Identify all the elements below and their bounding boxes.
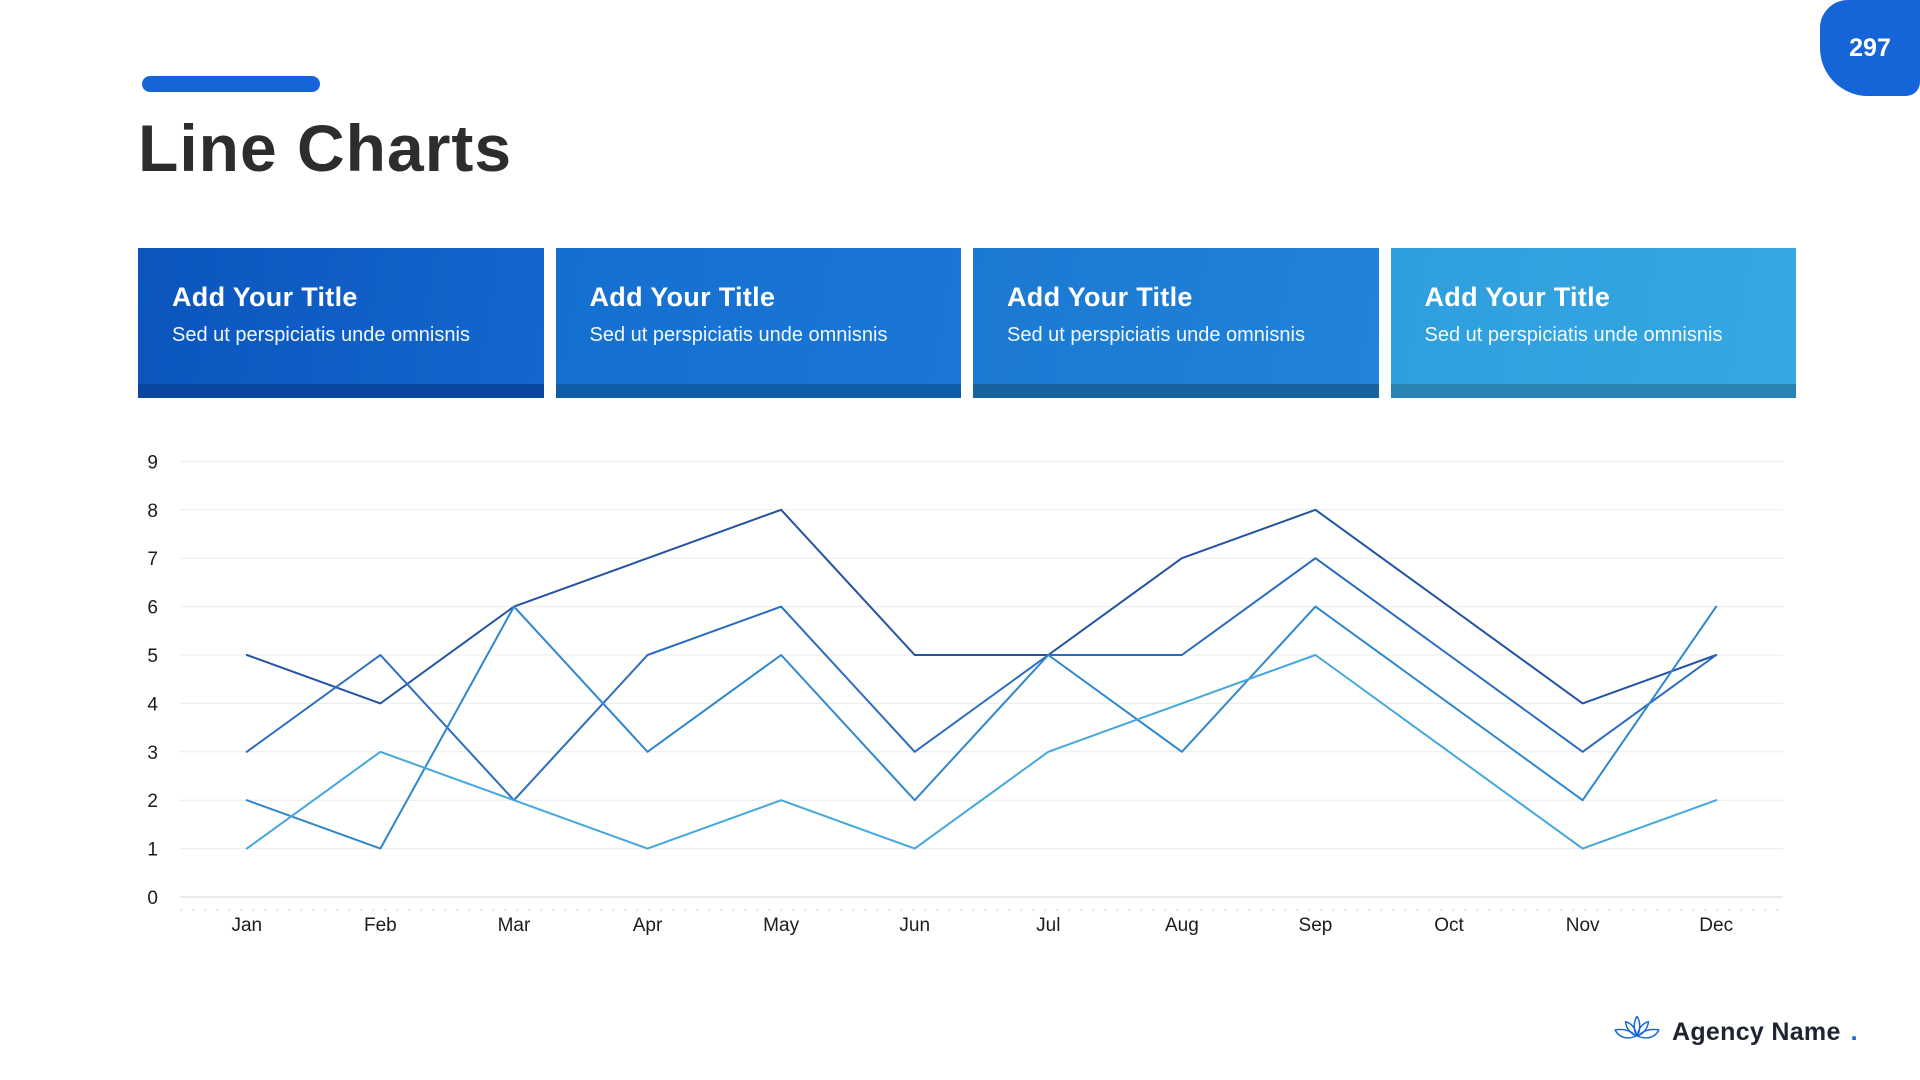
line-chart: 0 1 2 3 4 5 6 7 8 9 Jan Feb Mar Apr May Jun Jul Aug Sep Oct… (147, 452, 1783, 936)
card-subtitle: Sed ut perspiciatis unde omnisnis (172, 324, 470, 346)
card-title: Add Your Title (589, 282, 776, 312)
x-axis-label: Feb (364, 915, 397, 936)
card-body: Add Your Title Sed ut perspiciatis unde … (556, 248, 962, 347)
y-axis-label: 9 (147, 452, 158, 473)
card-bottom-strip (973, 384, 1379, 398)
chart-series-1 (245, 508, 1718, 705)
card-subtitle: Sed ut perspiciatis unde omnisnis (589, 324, 888, 346)
lotus-icon (1612, 1012, 1662, 1053)
card-title: Add Your Title (172, 282, 358, 312)
card-body: Add Your Title Sed ut perspiciatis unde … (1391, 248, 1797, 347)
card-bottom-strip (1390, 384, 1796, 398)
chart-series-2 (245, 557, 1718, 802)
card-title: Add Your Title (1007, 282, 1193, 312)
card-bottom-strip (138, 384, 544, 398)
card-subtitle: Sed ut perspiciatis unde omnisnis (1424, 324, 1723, 346)
brand: Agency Name. (1612, 1012, 1858, 1053)
chart-series-3 (245, 605, 1718, 850)
x-axis-label: Nov (1566, 915, 1600, 936)
y-axis-label: 3 (147, 743, 158, 764)
x-axis-label: Aug (1165, 915, 1199, 936)
y-axis-label: 1 (147, 840, 158, 861)
brand-name: Agency Name (1672, 1018, 1841, 1046)
cards-row: Add Your Title Sed ut perspiciatis unde … (138, 248, 1796, 398)
card-subtitle: Sed ut perspiciatis unde omnisnis (1007, 324, 1305, 346)
y-axis-label: 7 (147, 549, 158, 570)
x-axis-label: Mar (498, 915, 531, 936)
x-axis-label: Oct (1434, 915, 1464, 936)
card-bottom-strip (555, 384, 961, 398)
page-number-badge: 297 (1820, 0, 1920, 96)
title-card-4: Add Your Title Sed ut perspiciatis unde … (1390, 248, 1797, 398)
card-title: Add Your Title (1424, 282, 1611, 312)
accent-bar (142, 76, 320, 92)
page-title: Line Charts (138, 111, 513, 185)
x-axis-label: Sep (1299, 915, 1333, 936)
y-axis-label: 6 (147, 598, 158, 619)
y-axis-label: 5 (147, 646, 158, 667)
title-card-2: Add Your Title Sed ut perspiciatis unde … (555, 248, 962, 398)
x-axis-label: Jul (1036, 915, 1060, 936)
card-body: Add Your Title Sed ut perspiciatis unde … (973, 248, 1379, 347)
x-axis-label: Dec (1699, 915, 1733, 936)
page-number: 297 (1849, 34, 1891, 62)
x-axis-label: Apr (633, 915, 663, 936)
y-axis-label: 2 (147, 791, 158, 812)
card-body: Add Your Title Sed ut perspiciatis unde … (138, 248, 544, 347)
y-axis-label: 4 (147, 694, 158, 715)
title-card-1: Add Your Title Sed ut perspiciatis unde … (138, 248, 544, 398)
x-axis-label: Jan (231, 915, 262, 936)
y-axis-label: 8 (147, 501, 158, 522)
x-axis-label: Jun (899, 915, 930, 936)
y-axis-label: 0 (147, 888, 158, 909)
chart-series-4 (245, 654, 1718, 850)
title-card-3: Add Your Title Sed ut perspiciatis unde … (973, 248, 1379, 398)
brand-dot: . (1850, 1018, 1858, 1046)
x-axis-label: May (763, 915, 799, 936)
